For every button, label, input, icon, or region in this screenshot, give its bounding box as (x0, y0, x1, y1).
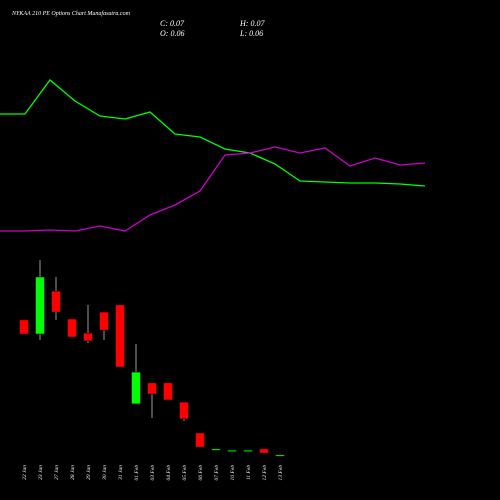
line-series (0, 79, 426, 187)
open-label: O: 0.06 (160, 29, 184, 38)
x-tick-label: 27 Jan (54, 465, 60, 480)
close-label: C: 0.07 (160, 19, 185, 28)
x-tick-label: 01 Feb (134, 465, 140, 481)
x-tick-label: 13 Feb (278, 465, 284, 481)
candle-body (51, 290, 61, 313)
x-tick-label: 07 Feb (214, 465, 220, 481)
candle-body (275, 454, 285, 457)
x-tick-label: 04 Feb (165, 465, 172, 481)
candle-body (195, 432, 205, 448)
x-tick-label: 23 Jan (38, 465, 44, 480)
candle-body (227, 449, 237, 452)
x-tick-label: 28 Jan (70, 465, 76, 480)
candle-body (259, 448, 269, 454)
candle-body (179, 401, 189, 420)
x-tick-label: 06 Feb (198, 465, 204, 481)
candle-body (83, 332, 93, 342)
candle-body (67, 318, 77, 338)
x-tick-label: 22 Jan (22, 465, 28, 480)
candle-body (99, 311, 109, 331)
candle-body (147, 382, 157, 395)
x-tick-label: 05 Feb (182, 465, 188, 481)
x-tick-label: 31 Jan (118, 465, 124, 481)
candle-body (35, 276, 45, 335)
x-tick-label: 29 Jan (86, 465, 92, 480)
line-series (0, 146, 426, 232)
x-tick-label: 12 Feb (262, 465, 268, 481)
high-label: H: 0.07 (239, 19, 265, 28)
chart-title: NYKAA 210 PE Options Chart Munafasutra.c… (11, 10, 131, 17)
candle-body (131, 371, 141, 405)
x-tick-label: 03 Feb (150, 465, 156, 481)
x-tick-label: 10 Feb (230, 465, 236, 481)
candle-body (243, 449, 253, 452)
candle-body (163, 382, 173, 401)
candle-body (19, 319, 29, 335)
low-label: L: 0.06 (239, 29, 263, 38)
x-tick-label: 30 Jan (102, 465, 108, 481)
candle-body (115, 304, 125, 368)
candle-body (211, 448, 221, 451)
x-tick-label: 11 Feb (246, 465, 252, 480)
